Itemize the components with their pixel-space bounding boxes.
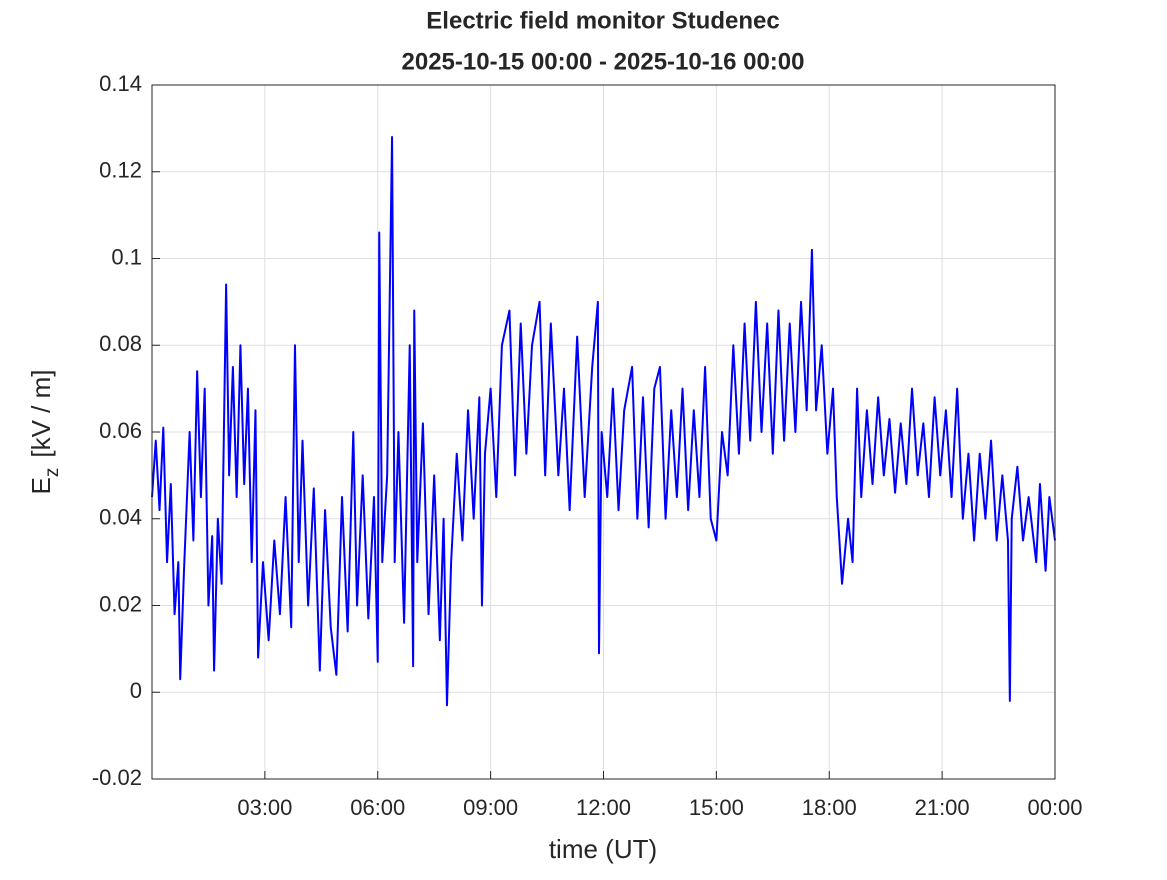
y-tick-label: 0.1 <box>111 244 142 269</box>
x-tick-label: 21:00 <box>915 795 970 820</box>
chart-subtitle: 2025-10-15 00:00 - 2025-10-16 00:00 <box>402 48 805 75</box>
chart-title: Electric field monitor Studenec <box>426 7 779 34</box>
y-tick-label: 0.06 <box>99 418 142 443</box>
y-label-base: E <box>26 477 56 494</box>
y-label-subscript: z <box>42 468 63 478</box>
plot-frame <box>151 84 1056 780</box>
x-axis-label: time (UT) <box>549 834 657 864</box>
y-tick-label: 0 <box>130 678 142 703</box>
y-tick-label: -0.02 <box>92 765 142 790</box>
y-label-unit: [kV / m] <box>26 370 56 458</box>
y-tick-label: 0.02 <box>99 591 142 616</box>
x-tick-label: 12:00 <box>576 795 631 820</box>
x-tick-label: 09:00 <box>463 795 518 820</box>
data-line <box>151 136 1056 707</box>
x-tick-label: 15:00 <box>689 795 744 820</box>
y-tick-label: 0.12 <box>99 158 142 183</box>
y-axis-label: Ez [kV / m] <box>26 370 63 495</box>
x-tick-label: 18:00 <box>802 795 857 820</box>
y-tick-label: 0.14 <box>99 71 142 96</box>
x-tick-label: 00:00 <box>1027 795 1082 820</box>
x-tick-label: 03:00 <box>237 795 292 820</box>
y-tick-label: 0.08 <box>99 331 142 356</box>
x-tick-label: 06:00 <box>350 795 405 820</box>
y-tick-label: 0.04 <box>99 505 142 530</box>
